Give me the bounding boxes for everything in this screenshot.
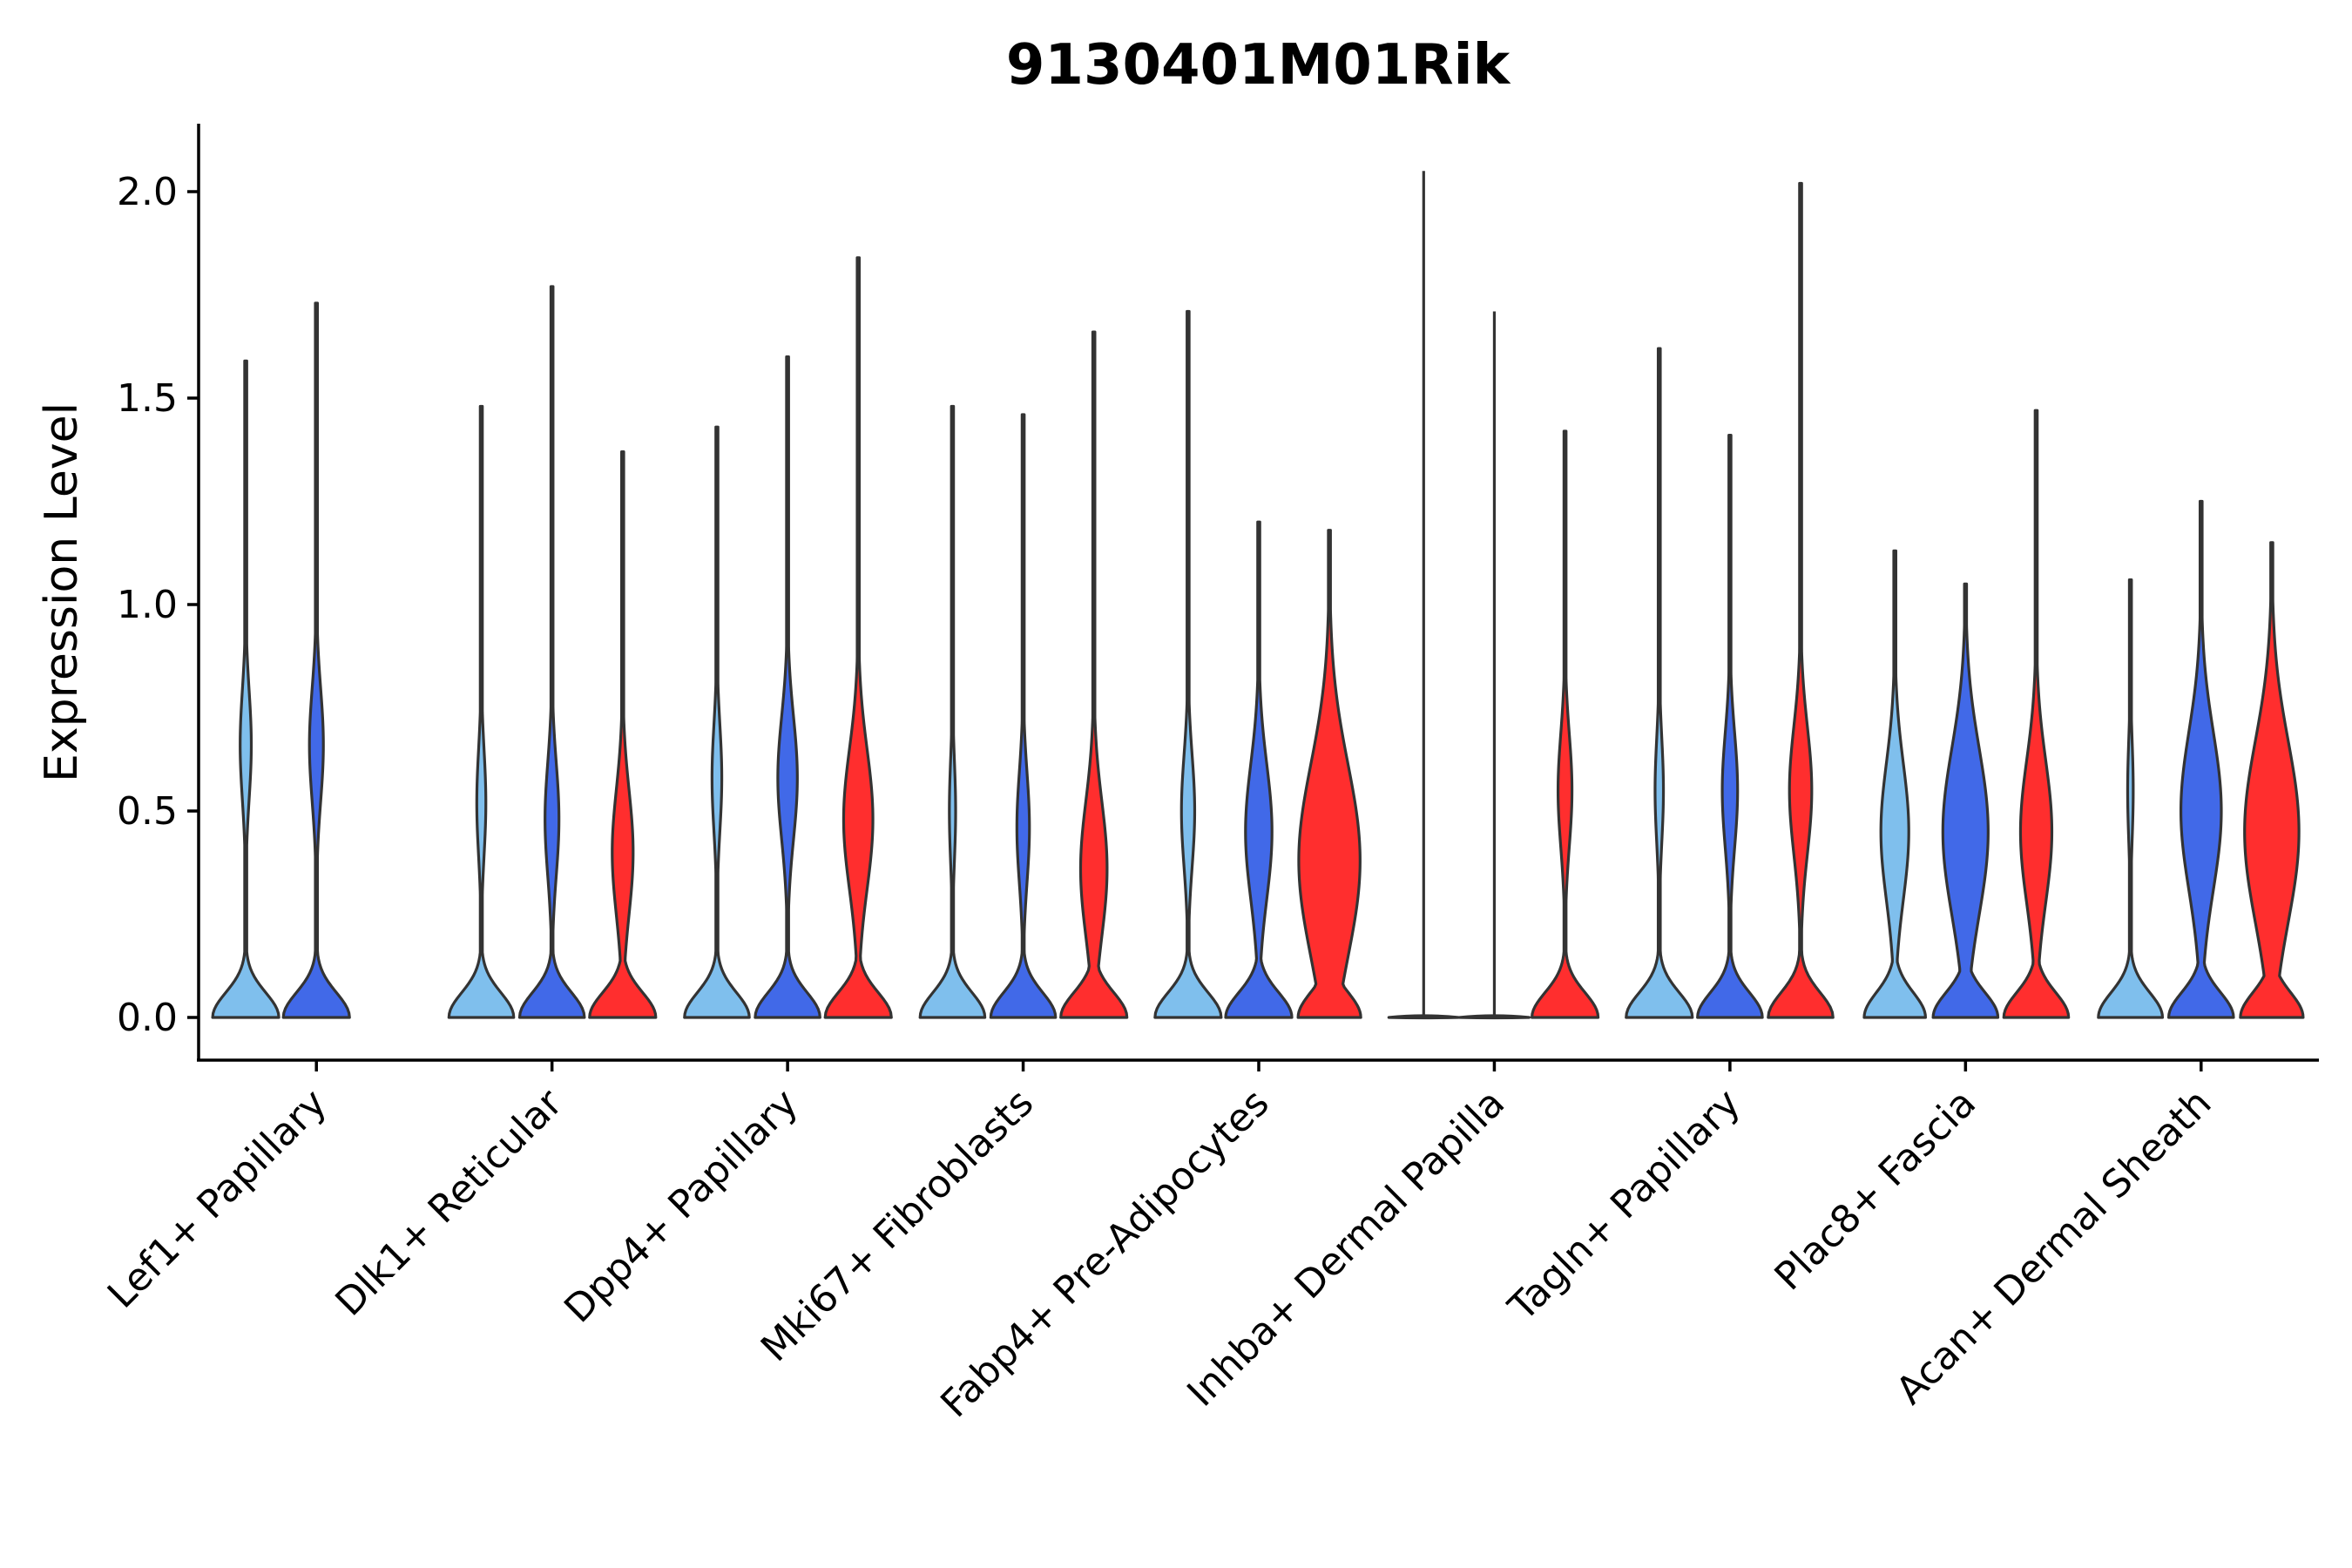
violin-1-6 xyxy=(1387,171,1460,1020)
violin-body xyxy=(1296,529,1362,1019)
violin-body xyxy=(1696,434,1764,1019)
violin-layer xyxy=(211,171,2305,1020)
violin-2-9 xyxy=(2166,499,2235,1019)
violin-2-5 xyxy=(1224,520,1294,1019)
y-tick-label-3: 1.5 xyxy=(117,376,178,421)
chart-title: 9130401M01Rik xyxy=(1006,33,1511,98)
violin-body xyxy=(1862,549,1927,1019)
violin-3-5 xyxy=(1296,529,1362,1019)
violin-1-1 xyxy=(211,359,280,1019)
violin-2-6 xyxy=(1457,311,1531,1020)
violin-body xyxy=(588,450,658,1019)
violin-1-4 xyxy=(918,404,987,1019)
violin-body xyxy=(281,301,351,1019)
violin-2-2 xyxy=(517,285,586,1019)
y-tick-label-1: 0.5 xyxy=(117,789,178,834)
violin-2-7 xyxy=(1696,434,1764,1019)
y-tick-label-2: 1.0 xyxy=(117,583,178,627)
violin-body xyxy=(989,413,1058,1019)
violin-3-9 xyxy=(2239,541,2305,1019)
violin-1-3 xyxy=(683,425,751,1019)
violin-body xyxy=(823,256,893,1019)
violin-2-8 xyxy=(1931,582,2000,1019)
violin-body xyxy=(1530,429,1600,1019)
violin-2-1 xyxy=(281,301,351,1019)
violin-body xyxy=(1625,347,1694,1019)
x-tick-label-1: Dlk1+ Reticular xyxy=(327,1080,571,1325)
violin-body xyxy=(754,355,821,1019)
violin-body xyxy=(517,285,586,1019)
violin-2-4 xyxy=(989,413,1058,1019)
violin-body xyxy=(2239,541,2305,1019)
violin-3-3 xyxy=(823,256,893,1019)
violin-body xyxy=(1224,520,1294,1019)
violin-body xyxy=(2002,409,2071,1019)
violin-body xyxy=(918,404,987,1019)
violin-1-5 xyxy=(1153,309,1223,1019)
x-tick-label-0: Lef1+ Papillary xyxy=(99,1081,335,1317)
y-axis-label: Expression Level xyxy=(36,402,88,782)
violin-body xyxy=(211,359,280,1019)
violin-body xyxy=(447,404,516,1019)
x-tick-label-3: Mki67+ Fibroblasts xyxy=(753,1081,1042,1370)
x-tick-label-6: Tagln+ Papillary xyxy=(1500,1081,1749,1330)
violin-3-6 xyxy=(1530,429,1600,1019)
violin-body xyxy=(683,425,751,1019)
violin-1-2 xyxy=(447,404,516,1019)
violin-3-7 xyxy=(1767,181,1835,1019)
violin-3-4 xyxy=(1059,330,1129,1019)
violin-1-9 xyxy=(2097,578,2165,1019)
violin-body xyxy=(1767,181,1835,1019)
violin-body xyxy=(1931,582,2000,1019)
violin-1-7 xyxy=(1625,347,1694,1019)
violin-body xyxy=(1153,309,1223,1019)
violin-2-3 xyxy=(754,355,821,1019)
y-tick-label-0: 0.0 xyxy=(117,996,178,1040)
violin-body xyxy=(2097,578,2165,1019)
violin-1-8 xyxy=(1862,549,1927,1019)
violin-body xyxy=(1059,330,1129,1019)
x-tick-label-2: Dpp4+ Papillary xyxy=(556,1081,807,1332)
violin-3-2 xyxy=(588,450,658,1019)
y-axis-ticks: 0.0 0.5 1.0 1.5 2.0 xyxy=(117,170,199,1040)
violin-3-8 xyxy=(2002,409,2071,1019)
x-tick-label-7: Plac8+ Fascia xyxy=(1767,1081,1985,1300)
y-tick-label-4: 2.0 xyxy=(117,170,178,214)
violin-body xyxy=(2166,499,2235,1019)
